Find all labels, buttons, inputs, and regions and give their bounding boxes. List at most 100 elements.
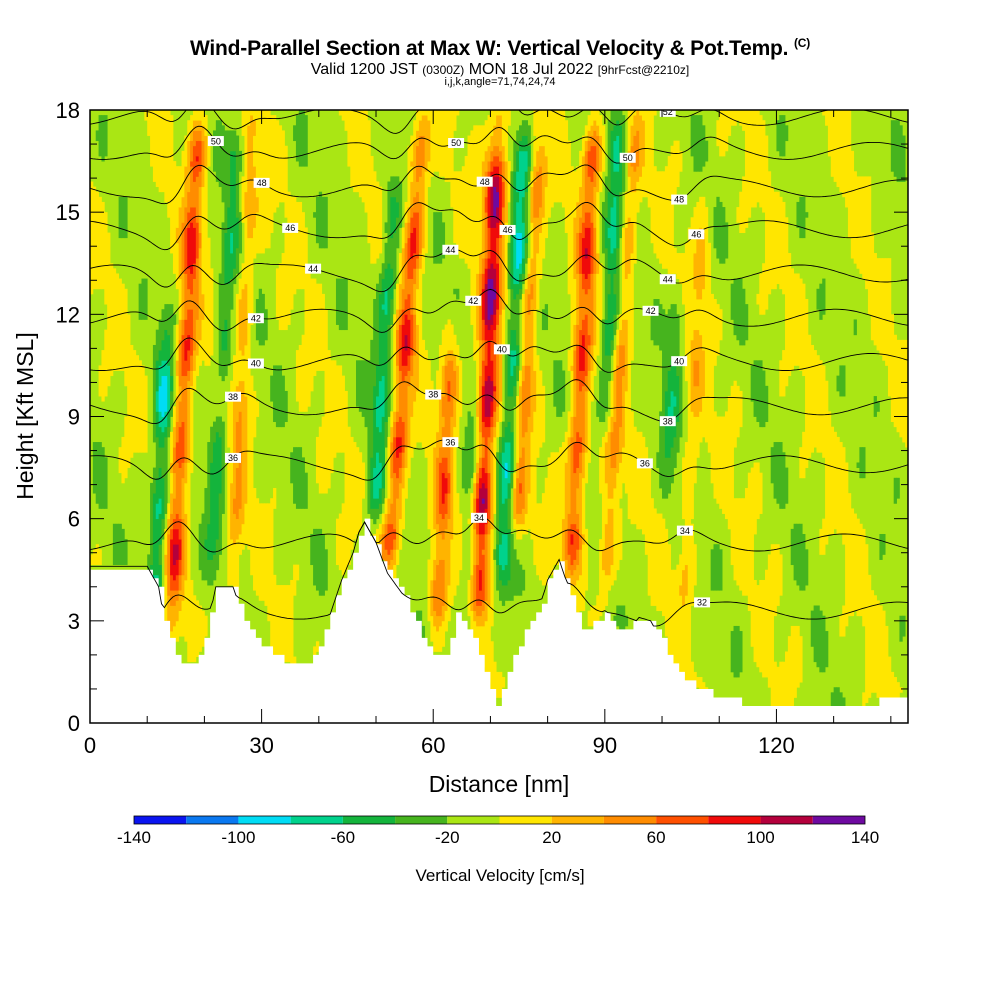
colorbar-swatch xyxy=(656,816,709,824)
theta-contour-48 xyxy=(90,164,908,205)
theta-contour-36 xyxy=(90,439,908,481)
svg-text:44: 44 xyxy=(445,245,455,255)
colorbar-swatch xyxy=(395,816,448,824)
colorbar-swatch xyxy=(134,816,187,824)
colorbar-swatch xyxy=(760,816,813,824)
svg-text:38: 38 xyxy=(663,416,673,426)
y-tick-label: 3 xyxy=(68,609,80,634)
svg-text:42: 42 xyxy=(251,313,261,323)
svg-text:34: 34 xyxy=(474,513,484,523)
theta-label-44: 44 xyxy=(659,274,676,284)
theta-label-48: 48 xyxy=(476,176,493,187)
svg-text:46: 46 xyxy=(503,225,513,235)
theta-label-40: 40 xyxy=(247,358,264,369)
grid-params: i,j,k,angle=71,74,24,74 xyxy=(444,76,556,88)
valid-time: Valid 1200 JST xyxy=(310,61,418,78)
theta-label-34: 34 xyxy=(470,512,487,523)
y-axis-title: Height [Kft MSL] xyxy=(12,332,38,499)
copyright-mark: (C) xyxy=(793,36,811,50)
theta-label-48: 48 xyxy=(253,177,270,188)
y-tick-label: 15 xyxy=(56,200,80,225)
x-tick-label: 60 xyxy=(421,733,445,758)
theta-label-36: 36 xyxy=(225,452,242,463)
theta-contours: 36 38 40 42 44 46 48 50 34 36 38 40 42 44 46 48 50 32 34 36… xyxy=(90,107,908,627)
svg-text:52: 52 xyxy=(663,107,673,117)
theta-label-40: 40 xyxy=(671,356,688,366)
svg-text:50: 50 xyxy=(211,136,221,146)
colorbar: -140 -100 -60 -20 20 60 100 140 xyxy=(117,815,879,847)
theta-label-40: 40 xyxy=(493,344,510,355)
colorbar-title: Vertical Velocity [cm/s] xyxy=(415,866,584,885)
theta-contour-46 xyxy=(90,201,908,251)
theta-label-44: 44 xyxy=(305,263,322,274)
svg-text:32: 32 xyxy=(697,598,707,608)
y-tick-label: 9 xyxy=(68,405,80,430)
colorbar-swatch xyxy=(238,816,291,824)
terrain-mask xyxy=(90,518,908,723)
colorbar-swatch xyxy=(812,816,865,824)
theta-contour-42 xyxy=(90,288,908,333)
theta-label-36: 36 xyxy=(442,437,459,447)
svg-text:38: 38 xyxy=(228,392,238,402)
valid-date: MON 18 Jul 2022 xyxy=(468,61,594,78)
svg-text:48: 48 xyxy=(257,178,267,188)
svg-text:42: 42 xyxy=(646,306,656,316)
svg-text:48: 48 xyxy=(674,195,684,205)
theta-contour-50 xyxy=(90,125,908,164)
svg-text:46: 46 xyxy=(691,229,701,239)
colorbar-swatch xyxy=(603,816,657,824)
svg-text:34: 34 xyxy=(680,526,690,536)
theta-contour-32 xyxy=(90,521,908,627)
theta-contour-44 xyxy=(90,248,908,293)
colorbar-label: 100 xyxy=(746,828,774,847)
x-tick-label: 30 xyxy=(249,733,273,758)
colorbar-label: 60 xyxy=(647,828,666,847)
colorbar-label: -20 xyxy=(435,828,460,847)
y-tick-label: 0 xyxy=(68,711,80,736)
colorbar-label: 140 xyxy=(851,828,879,847)
theta-label-46: 46 xyxy=(499,224,516,235)
y-tick-label: 6 xyxy=(68,507,80,532)
x-tick-label: 120 xyxy=(758,733,795,758)
theta-label-50: 50 xyxy=(619,152,636,163)
colorbar-swatch xyxy=(551,816,604,824)
theta-label-38: 38 xyxy=(425,389,442,400)
theta-label-46: 46 xyxy=(688,229,705,239)
svg-text:50: 50 xyxy=(451,138,461,148)
theta-label-44: 44 xyxy=(442,244,459,255)
svg-text:40: 40 xyxy=(251,359,261,369)
theta-label-48: 48 xyxy=(671,194,688,205)
terrain-surface xyxy=(90,518,908,723)
colorbar-swatch xyxy=(708,816,761,824)
colorbar-swatch xyxy=(186,816,239,824)
colorbar-label: -140 xyxy=(117,828,151,847)
svg-text:40: 40 xyxy=(674,356,684,366)
theta-label-50: 50 xyxy=(448,138,465,148)
colorbar-swatch xyxy=(447,816,500,824)
svg-text:40: 40 xyxy=(497,345,507,355)
colorbar-label: -100 xyxy=(221,828,255,847)
valid-utc: (0300Z) xyxy=(422,63,465,77)
theta-label-36: 36 xyxy=(636,458,653,469)
theta-label-42: 42 xyxy=(247,313,264,323)
svg-text:44: 44 xyxy=(308,264,318,274)
colorbar-label: -60 xyxy=(331,828,356,847)
svg-text:36: 36 xyxy=(228,453,238,463)
svg-text:36: 36 xyxy=(640,459,650,469)
theta-label-46: 46 xyxy=(282,222,299,233)
svg-text:42: 42 xyxy=(468,296,478,306)
theta-label-42: 42 xyxy=(465,295,482,306)
theta-label-50: 50 xyxy=(207,136,224,146)
y-tick-label: 12 xyxy=(56,302,80,327)
svg-text:46: 46 xyxy=(285,223,295,233)
y-tick-label: 18 xyxy=(56,98,80,123)
colorbar-swatch xyxy=(342,816,396,824)
svg-text:48: 48 xyxy=(480,177,490,187)
chart-title-text: Wind-Parallel Section at Max W: Vertical… xyxy=(189,37,789,60)
colorbar-swatch xyxy=(290,816,343,824)
x-tick-label: 0 xyxy=(84,733,96,758)
theta-label-34: 34 xyxy=(676,525,693,536)
svg-text:50: 50 xyxy=(623,153,633,163)
